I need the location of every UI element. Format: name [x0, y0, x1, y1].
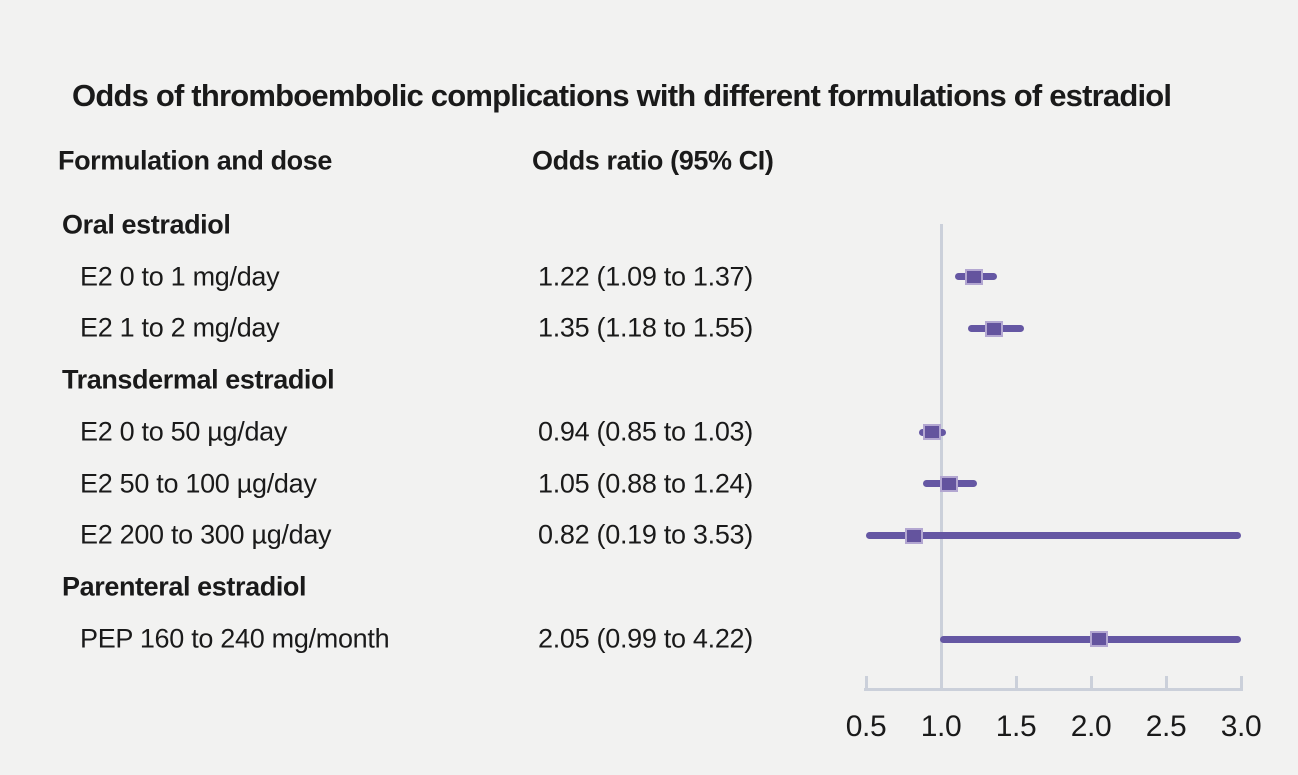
axis-tick [1239, 676, 1243, 688]
axis-tick [1089, 676, 1093, 688]
x-axis-line [864, 688, 1243, 691]
point-estimate-marker [905, 527, 923, 544]
row-label-e2-50-100-ug: E2 50 to 100 µg/day [80, 468, 317, 499]
axis-tick-label: 3.0 [1220, 710, 1262, 743]
point-estimate-marker [1089, 631, 1108, 647]
axis-tick [1164, 676, 1168, 688]
reference-line [939, 224, 943, 691]
axis-tick [864, 676, 868, 688]
point-estimate-marker [965, 268, 983, 285]
row-value-e2-0-1-mg: 1.22 (1.09 to 1.37) [538, 261, 753, 292]
axis-tick [939, 676, 943, 688]
row-label-e2-200-300-ug: E2 200 to 300 µg/day [80, 519, 332, 550]
row-value-e2-1-2-mg: 1.35 (1.18 to 1.55) [538, 312, 753, 343]
axis-tick [1014, 676, 1018, 688]
ci-line [866, 532, 1241, 539]
column-header-odds-ratio: Odds ratio (95% CI) [532, 145, 774, 176]
point-estimate-marker [939, 475, 958, 492]
row-label-oral-estradiol: Oral estradiol [62, 209, 231, 240]
axis-tick-label: 2.5 [1145, 710, 1187, 743]
row-value-e2-0-50-ug: 0.94 (0.85 to 1.03) [538, 416, 753, 447]
row-label-transdermal-estradiol: Transdermal estradiol [62, 364, 335, 395]
row-value-e2-50-100-ug: 1.05 (0.88 to 1.24) [538, 468, 753, 499]
row-label-e2-1-2-mg: E2 1 to 2 mg/day [80, 312, 280, 343]
row-label-e2-0-50-ug: E2 0 to 50 µg/day [80, 416, 288, 447]
column-header-formulation: Formulation and dose [58, 145, 333, 176]
point-estimate-marker [923, 424, 941, 440]
figure-title: Odds of thromboembolic complications wit… [72, 78, 1172, 113]
axis-tick-label: 2.0 [1070, 710, 1112, 743]
axis-tick-label: 0.5 [845, 710, 887, 743]
axis-tick-label: 1.5 [995, 710, 1037, 743]
axis-tick-label: 1.0 [920, 710, 962, 743]
row-value-e2-200-300-ug: 0.82 (0.19 to 3.53) [538, 519, 753, 550]
row-value-pep-160-240-mg: 2.05 (0.99 to 4.22) [538, 623, 753, 654]
row-label-parenteral-estradiol: Parenteral estradiol [62, 571, 307, 602]
row-label-pep-160-240-mg: PEP 160 to 240 mg/month [80, 623, 390, 654]
row-label-e2-0-1-mg: E2 0 to 1 mg/day [80, 261, 280, 292]
point-estimate-marker [984, 320, 1003, 337]
